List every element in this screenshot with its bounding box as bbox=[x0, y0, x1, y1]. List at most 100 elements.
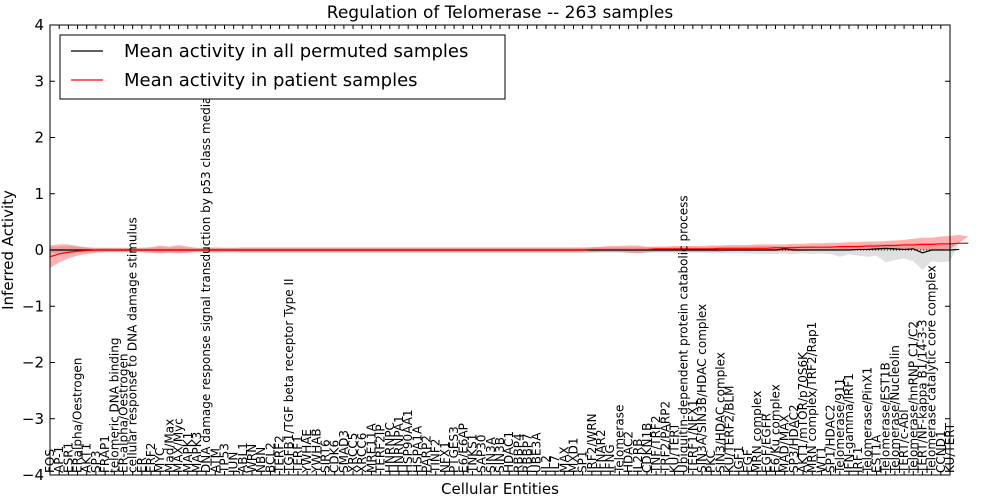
x-tick-label: TGFB1/TGF beta receptor Type II bbox=[282, 278, 296, 474]
x-tick-label: Telomerase/hnRNP C1/C2 bbox=[906, 321, 920, 474]
chart-title: Regulation of Telomerase -- 263 samples bbox=[327, 3, 674, 23]
x-tick-label: DNA damage response signal transduction … bbox=[199, 64, 213, 473]
x-tick-label: RBBP7 bbox=[521, 433, 535, 473]
x-tick-label: WT1 bbox=[814, 446, 828, 473]
x-tick-label: PKC bbox=[704, 450, 718, 473]
x-tick-label: MAPK3 bbox=[190, 432, 204, 473]
x-tick-label: YWHAE bbox=[300, 429, 314, 474]
x-tick-label: CDKN1B bbox=[640, 423, 654, 473]
x-tick-label: BCL2 bbox=[263, 442, 277, 473]
x-tick-label: SIN3A bbox=[484, 436, 498, 473]
y-tick-label: 2 bbox=[34, 129, 44, 147]
legend-patient-label: Mean activity in patient samples bbox=[124, 70, 418, 91]
x-tick-label: KU/TERT bbox=[667, 422, 681, 473]
x-tick-label: E6/Ku complex bbox=[769, 384, 783, 473]
x-tick-label: PTGES3 bbox=[447, 426, 461, 473]
x-tick-label: telomeric DNA binding bbox=[107, 338, 121, 474]
x-tick-label: E6/E6AP bbox=[456, 423, 470, 473]
y-axis-label: Inferred Activity bbox=[0, 190, 17, 310]
x-tick-label: HDAC1 bbox=[502, 431, 516, 473]
x-tick-label: MRE11A bbox=[364, 422, 378, 473]
x-tick-label: ERalpha/Oestrogen bbox=[71, 358, 85, 473]
x-tick-label: FRAP1 bbox=[98, 435, 112, 473]
x-tick-label: TERF2IP bbox=[374, 424, 388, 474]
x-tick-label: ESR1 bbox=[61, 442, 75, 473]
x-tick-label: MAD/MAX bbox=[778, 414, 792, 473]
x-tick-label: IFNG bbox=[603, 444, 617, 473]
legend-box bbox=[59, 34, 506, 100]
legend: Mean activity in all permuted samples Mea… bbox=[59, 34, 506, 100]
x-tick-label: Telomerase/911 bbox=[833, 378, 847, 474]
x-tick-label: YWHAB bbox=[309, 428, 323, 474]
y-tick-label: 4 bbox=[34, 16, 44, 34]
x-tick-label: TERT/c-Abl bbox=[897, 409, 911, 474]
x-tick-label: MAPK1 bbox=[181, 432, 195, 473]
x-tick-label: MAX bbox=[557, 446, 571, 473]
x-tick-label: ABL1 bbox=[236, 442, 250, 473]
y-tick-label: −1 bbox=[22, 297, 44, 315]
x-tick-label: SP1 bbox=[576, 451, 590, 474]
x-tick-label: ERF2 bbox=[144, 443, 158, 473]
x-axis-label: Cellular Entities bbox=[441, 480, 559, 498]
x-tick-label: IFNAR2 bbox=[594, 429, 608, 473]
patient-band bbox=[50, 234, 969, 268]
x-tick-label: HDAC2 bbox=[622, 431, 636, 473]
x-tick-label: EGF bbox=[741, 449, 755, 473]
x-tick-label: ATM bbox=[208, 448, 222, 473]
legend-permuted-label: Mean activity in all permuted samples bbox=[124, 41, 468, 62]
y-tick-label: −2 bbox=[22, 354, 44, 372]
x-tick-label: Telomerase bbox=[612, 405, 626, 474]
x-tick-label: SAP30 bbox=[475, 434, 489, 473]
x-tick-label: ER-alpha/Oestrogen bbox=[116, 354, 130, 473]
x-tick-label: EST1A bbox=[870, 434, 884, 473]
x-tick-label: TERT/NF-kappa B1/14-3-3 bbox=[915, 319, 929, 474]
x-tick-label: TRF2/PARP2 bbox=[658, 401, 672, 474]
x-tick-label: IRF1 bbox=[851, 447, 865, 473]
x-tick-label: Telomerase/Nucleolin bbox=[888, 345, 902, 474]
x-tick-label: RBBP4 bbox=[511, 433, 525, 473]
x-tick-label: AKT1 bbox=[80, 443, 94, 473]
x-tick-label: FOS bbox=[43, 449, 57, 473]
x-tick-label: TINF2 bbox=[429, 439, 443, 474]
x-tick-label: Telomerase catalytic core complex bbox=[925, 265, 939, 474]
x-tick-label: IL2 bbox=[539, 455, 553, 473]
x-tick-label: Mad/Max bbox=[162, 419, 176, 473]
y-tick-label: 3 bbox=[34, 72, 44, 90]
x-tick-label: ER bbox=[135, 457, 149, 473]
x-tick-label: Ubiquitin-dependent protein catabolic pr… bbox=[677, 195, 691, 473]
x-tick-label: KU/TERT bbox=[943, 422, 957, 473]
x-tick-label: TNKS1 bbox=[465, 434, 479, 474]
x-tick-label: HSPA1A bbox=[410, 425, 424, 473]
x-tick-label: TP53 bbox=[217, 443, 231, 474]
x-tick-label: cellular response to DNA damage stimulus bbox=[126, 217, 140, 473]
x-tick-label: IGF1 bbox=[732, 446, 746, 473]
x-tick-label: SIN3A/SIN3B/HDAC complex bbox=[695, 304, 709, 473]
x-tick-label: XRCC5 bbox=[346, 433, 360, 473]
x-tick-label: MAX/Myc bbox=[172, 418, 186, 473]
x-tick-label: SIRT6 bbox=[319, 439, 333, 473]
x-tick-label: HSP90AA1 bbox=[401, 409, 415, 473]
x-tick-label: IL2RB bbox=[631, 439, 645, 473]
y-tick-label: 0 bbox=[34, 241, 44, 259]
x-tick-label: MRN complex bbox=[750, 391, 764, 473]
x-tick-label: UBE3A bbox=[530, 432, 544, 473]
x-tick-label: IL7 bbox=[548, 455, 562, 473]
patient-mean-line bbox=[49, 242, 969, 258]
x-tick-label: SMAD3 bbox=[337, 430, 351, 473]
x-tick-label: EGF/EGFR bbox=[759, 413, 773, 473]
x-tick-label: TERF1/NFX1 bbox=[686, 399, 700, 474]
x-tick-label: IFN-gamma/IRF1 bbox=[842, 373, 856, 473]
x-tick-label: HNRNPC bbox=[383, 422, 397, 473]
x-tick-label: KU/TERF2/BLM bbox=[723, 386, 737, 473]
x-tick-label: TERF1 bbox=[291, 435, 305, 474]
x-tick-label: TERF2 bbox=[273, 435, 287, 474]
x-tick-label: MYC bbox=[153, 448, 167, 473]
x-tick-label: SIN3/HDAC complex bbox=[713, 352, 727, 473]
y-tick-label: −4 bbox=[22, 466, 44, 484]
x-tick-label: Telomerase/PinX1 bbox=[860, 367, 874, 474]
x-tick-label: MXD1 bbox=[566, 438, 580, 473]
y-tick-label: 1 bbox=[34, 185, 44, 203]
x-tick-label: CDK6 bbox=[328, 440, 342, 473]
x-tick-label: PARP2 bbox=[420, 435, 434, 473]
x-tick-label: Telomerase/EST1B bbox=[879, 362, 893, 474]
